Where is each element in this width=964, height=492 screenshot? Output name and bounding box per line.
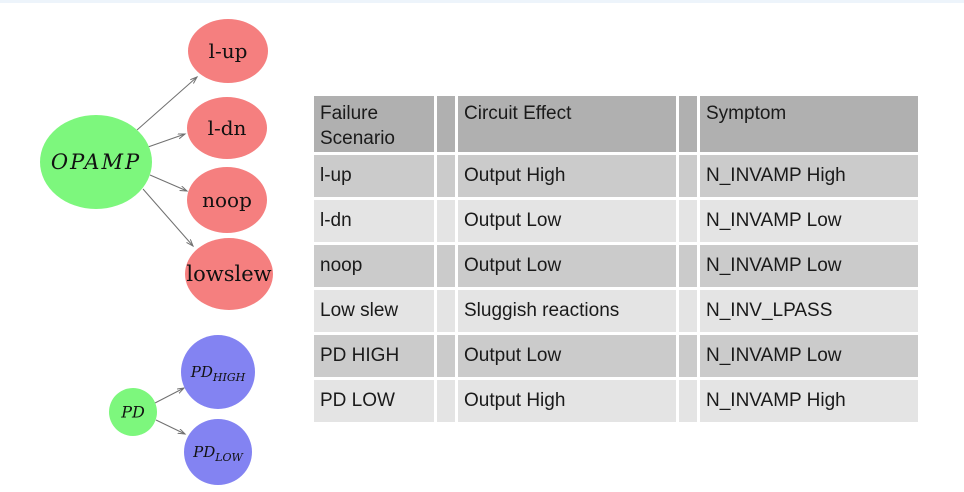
header-spacer xyxy=(679,96,697,152)
table-head: Failure Scenario Circuit Effect Symptom xyxy=(314,96,918,152)
cell-spacer xyxy=(437,245,455,287)
edge-opamp-to-lowslew xyxy=(142,188,193,246)
table-row-low-slew: Low slew Sluggish reactions N_INV_LPASS xyxy=(314,290,918,332)
node-label-l-up: l-up xyxy=(209,39,248,63)
table-row-l-up: l-up Output High N_INVAMP High xyxy=(314,155,918,197)
header-symptom: Symptom xyxy=(700,96,918,152)
node-shape-pd-high xyxy=(181,335,255,409)
failure-table: Failure Scenario Circuit Effect Symptom l-… xyxy=(311,93,921,425)
node-shape-l-dn xyxy=(187,97,267,159)
header-effect: Circuit Effect xyxy=(458,96,676,152)
cell-scenario: l-dn xyxy=(314,200,434,242)
cell-spacer xyxy=(437,380,455,422)
node-shape-noop xyxy=(187,167,267,233)
cell-symptom: N_INVAMP High xyxy=(700,380,918,422)
cell-scenario: l-up xyxy=(314,155,434,197)
node-pd-low: PDLOW xyxy=(184,419,252,485)
cell-spacer xyxy=(679,245,697,287)
cell-spacer xyxy=(679,155,697,197)
node-noop: noop xyxy=(187,167,267,233)
node-label-opamp: OPAMP xyxy=(51,150,141,174)
cell-spacer xyxy=(679,380,697,422)
edge-opamp-to-noop xyxy=(149,174,187,191)
cell-spacer xyxy=(679,200,697,242)
edge-opamp-to-l-dn xyxy=(147,134,185,148)
node-layer: OPAMP l-up l-dn noop lowslew PD PDHIGH PDLOW xyxy=(40,19,273,485)
top-accent-strip xyxy=(0,0,964,3)
cell-symptom: N_INVAMP Low xyxy=(700,200,918,242)
cell-symptom: N_INVAMP Low xyxy=(700,245,918,287)
cell-effect: Output High xyxy=(458,155,676,197)
node-pd-high: PDHIGH xyxy=(181,335,255,409)
cell-spacer xyxy=(679,335,697,377)
cell-spacer xyxy=(437,335,455,377)
table-body: l-up Output High N_INVAMP High l-dn Output L… xyxy=(314,155,918,422)
cell-spacer xyxy=(679,290,697,332)
cell-spacer xyxy=(437,200,455,242)
node-shape-pd xyxy=(109,388,157,436)
node-label-noop: noop xyxy=(202,188,252,212)
table-row-l-dn: l-dn Output Low N_INVAMP Low xyxy=(314,200,918,242)
edge-pd-to-pd-high xyxy=(154,388,184,404)
cell-symptom: N_INV_LPASS xyxy=(700,290,918,332)
node-label-subscript-pd-low: LOW xyxy=(214,451,244,464)
cell-effect: Output Low xyxy=(458,245,676,287)
cell-scenario: Low slew xyxy=(314,290,434,332)
cell-effect: Output High xyxy=(458,380,676,422)
edge-layer xyxy=(136,77,197,434)
node-label-pd: PD xyxy=(120,402,145,421)
cell-spacer xyxy=(437,290,455,332)
cell-effect: Output Low xyxy=(458,200,676,242)
node-shape-lowslew xyxy=(185,238,273,310)
node-l-dn: l-dn xyxy=(187,97,267,159)
node-l-up: l-up xyxy=(188,19,268,83)
table-row-pd-high: PD HIGH Output Low N_INVAMP Low xyxy=(314,335,918,377)
node-shape-l-up xyxy=(188,19,268,83)
cell-scenario: PD HIGH xyxy=(314,335,434,377)
cell-symptom: N_INVAMP Low xyxy=(700,335,918,377)
table-row-noop: noop Output Low N_INVAMP Low xyxy=(314,245,918,287)
edge-opamp-to-l-up xyxy=(136,77,197,131)
edge-pd-to-pd-low xyxy=(155,419,185,434)
cell-scenario: PD LOW xyxy=(314,380,434,422)
failure-scenario-diagram: OPAMP l-up l-dn noop lowslew PD PDHIGH PDLOW xyxy=(40,19,273,485)
node-pd: PD xyxy=(109,388,157,436)
node-shape-opamp xyxy=(40,115,152,209)
header-scenario: Failure Scenario xyxy=(314,96,434,152)
node-lowslew: lowslew xyxy=(185,238,273,310)
node-label-l-dn: l-dn xyxy=(208,116,247,140)
cell-scenario: noop xyxy=(314,245,434,287)
node-opamp: OPAMP xyxy=(40,115,152,209)
cell-effect: Output Low xyxy=(458,335,676,377)
table-header-row: Failure Scenario Circuit Effect Symptom xyxy=(314,96,918,152)
node-label-subscript-pd-high: HIGH xyxy=(212,371,246,384)
cell-effect: Sluggish reactions xyxy=(458,290,676,332)
node-label-lowslew: lowslew xyxy=(186,262,271,286)
node-shape-pd-low xyxy=(184,419,252,485)
table-row-pd-low: PD LOW Output High N_INVAMP High xyxy=(314,380,918,422)
cell-symptom: N_INVAMP High xyxy=(700,155,918,197)
cell-spacer xyxy=(437,155,455,197)
header-spacer xyxy=(437,96,455,152)
